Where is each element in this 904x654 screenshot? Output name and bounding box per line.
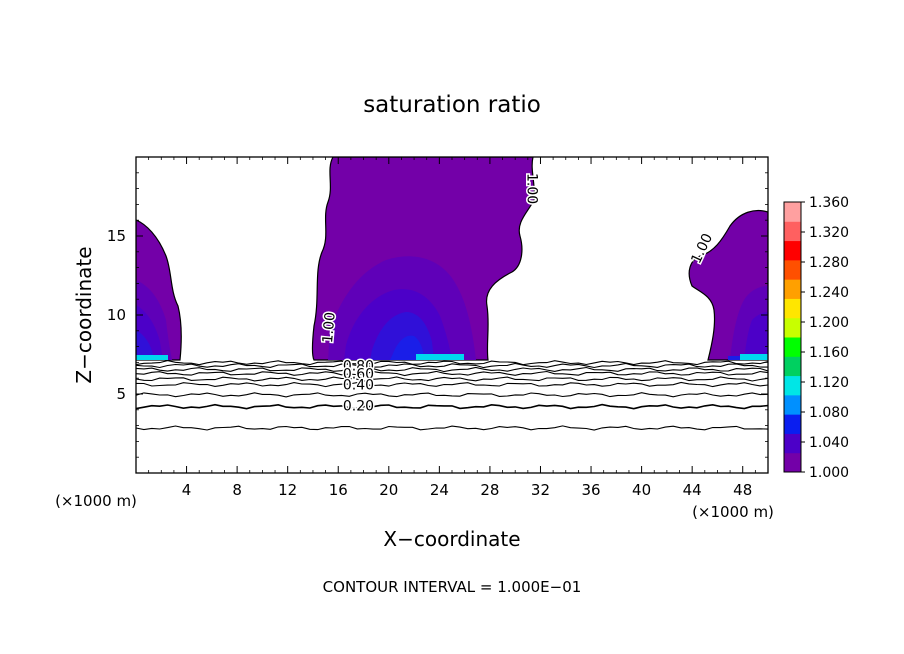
colorbar-label: 1.120 [809, 375, 849, 391]
colorbar-label: 1.040 [809, 435, 849, 451]
colorbar-swatch [784, 202, 801, 222]
cloud-center [311, 157, 536, 361]
x-unit-left: (×1000 m) [55, 492, 137, 510]
x-tick-label: 32 [531, 481, 550, 499]
colorbar-swatch [784, 240, 801, 261]
colorbar: 1.000 1.040 1.080 1.120 1.160 1.200 1.240 1.280… [783, 195, 849, 481]
contour-line-0.3 [136, 392, 768, 398]
x-tick-label: 20 [379, 481, 398, 499]
y-tick-label: 10 [107, 306, 126, 324]
colorbar-label: 1.000 [809, 465, 849, 481]
x-tick-label: 8 [232, 481, 242, 499]
contour-label: 0.60 [343, 366, 374, 382]
colorbar-label: 1.280 [809, 255, 849, 271]
contour-line-0.5 [136, 376, 768, 382]
x-tick-label: 16 [329, 481, 348, 499]
colorbar-frame [783, 201, 802, 473]
contour-label: 0.20 [343, 399, 374, 415]
chart-title: saturation ratio [363, 92, 541, 118]
x-axis-label: X−coordinate [383, 527, 520, 551]
colorbar-swatch [784, 394, 801, 415]
x-tick-label: 40 [632, 481, 651, 499]
cloud-left [136, 219, 182, 361]
cloud-right [688, 209, 768, 361]
contour-interval-note: CONTOUR INTERVAL = 1.000E−01 [323, 578, 582, 596]
colorbar-swatch [784, 452, 801, 473]
x-unit-right: (×1000 m) [692, 503, 774, 521]
colorbar-swatch [784, 298, 801, 319]
colorbar-swatch [784, 279, 801, 299]
x-tick-label: 4 [182, 481, 192, 499]
y-tick-label: 5 [116, 385, 126, 403]
colorbar-label: 1.200 [809, 315, 849, 331]
colorbar-label: 1.320 [809, 225, 849, 241]
contour-label: 1.00 [320, 311, 339, 343]
colorbar-swatch [784, 414, 801, 434]
colorbar-swatch [784, 259, 801, 280]
colorbar-swatch [784, 433, 801, 454]
contour-line-0.9 [136, 360, 768, 366]
contour-line-0.7 [136, 366, 768, 373]
contour-label: 0.40 [343, 377, 374, 393]
y-axis-ticks: 5 10 15 [107, 172, 768, 458]
y-axis-label: Z−coordinate [72, 246, 96, 383]
x-tick-label: 44 [683, 481, 702, 499]
plot-area [136, 157, 768, 431]
contour-lines [136, 360, 768, 431]
colorbar-label: 1.080 [809, 405, 849, 421]
contour-label: 1.00 [524, 173, 540, 204]
contour-labels: 1.001.001.000.800.600.400.20 [319, 172, 718, 417]
colorbar-label: 1.360 [809, 195, 849, 211]
contour-label: 0.80 [343, 358, 374, 374]
colorbar-label: 1.240 [809, 285, 849, 301]
contour-line-0.6 [136, 370, 768, 377]
colorbar-swatch [784, 337, 801, 357]
x-tick-label: 28 [480, 481, 499, 499]
colorbar-swatch [784, 317, 801, 338]
x-tick-label: 48 [733, 481, 752, 499]
x-tick-label: 24 [430, 481, 449, 499]
contour-line-0.1 [136, 425, 768, 431]
colorbar-label: 1.160 [809, 345, 849, 361]
colorbar-swatch [784, 356, 801, 377]
colorbar-swatch [784, 375, 801, 396]
x-axis-ticks: 4 8 12 16 20 24 28 32 36 40 44 48 [148, 157, 756, 499]
colorbar-swatch [784, 221, 801, 242]
contour-line-0.8 [136, 362, 768, 369]
y-tick-label: 15 [107, 227, 126, 245]
x-tick-label: 36 [581, 481, 600, 499]
contour-line-0.2 [136, 403, 768, 410]
contour-line-0.4 [136, 381, 768, 388]
x-tick-label: 12 [278, 481, 297, 499]
